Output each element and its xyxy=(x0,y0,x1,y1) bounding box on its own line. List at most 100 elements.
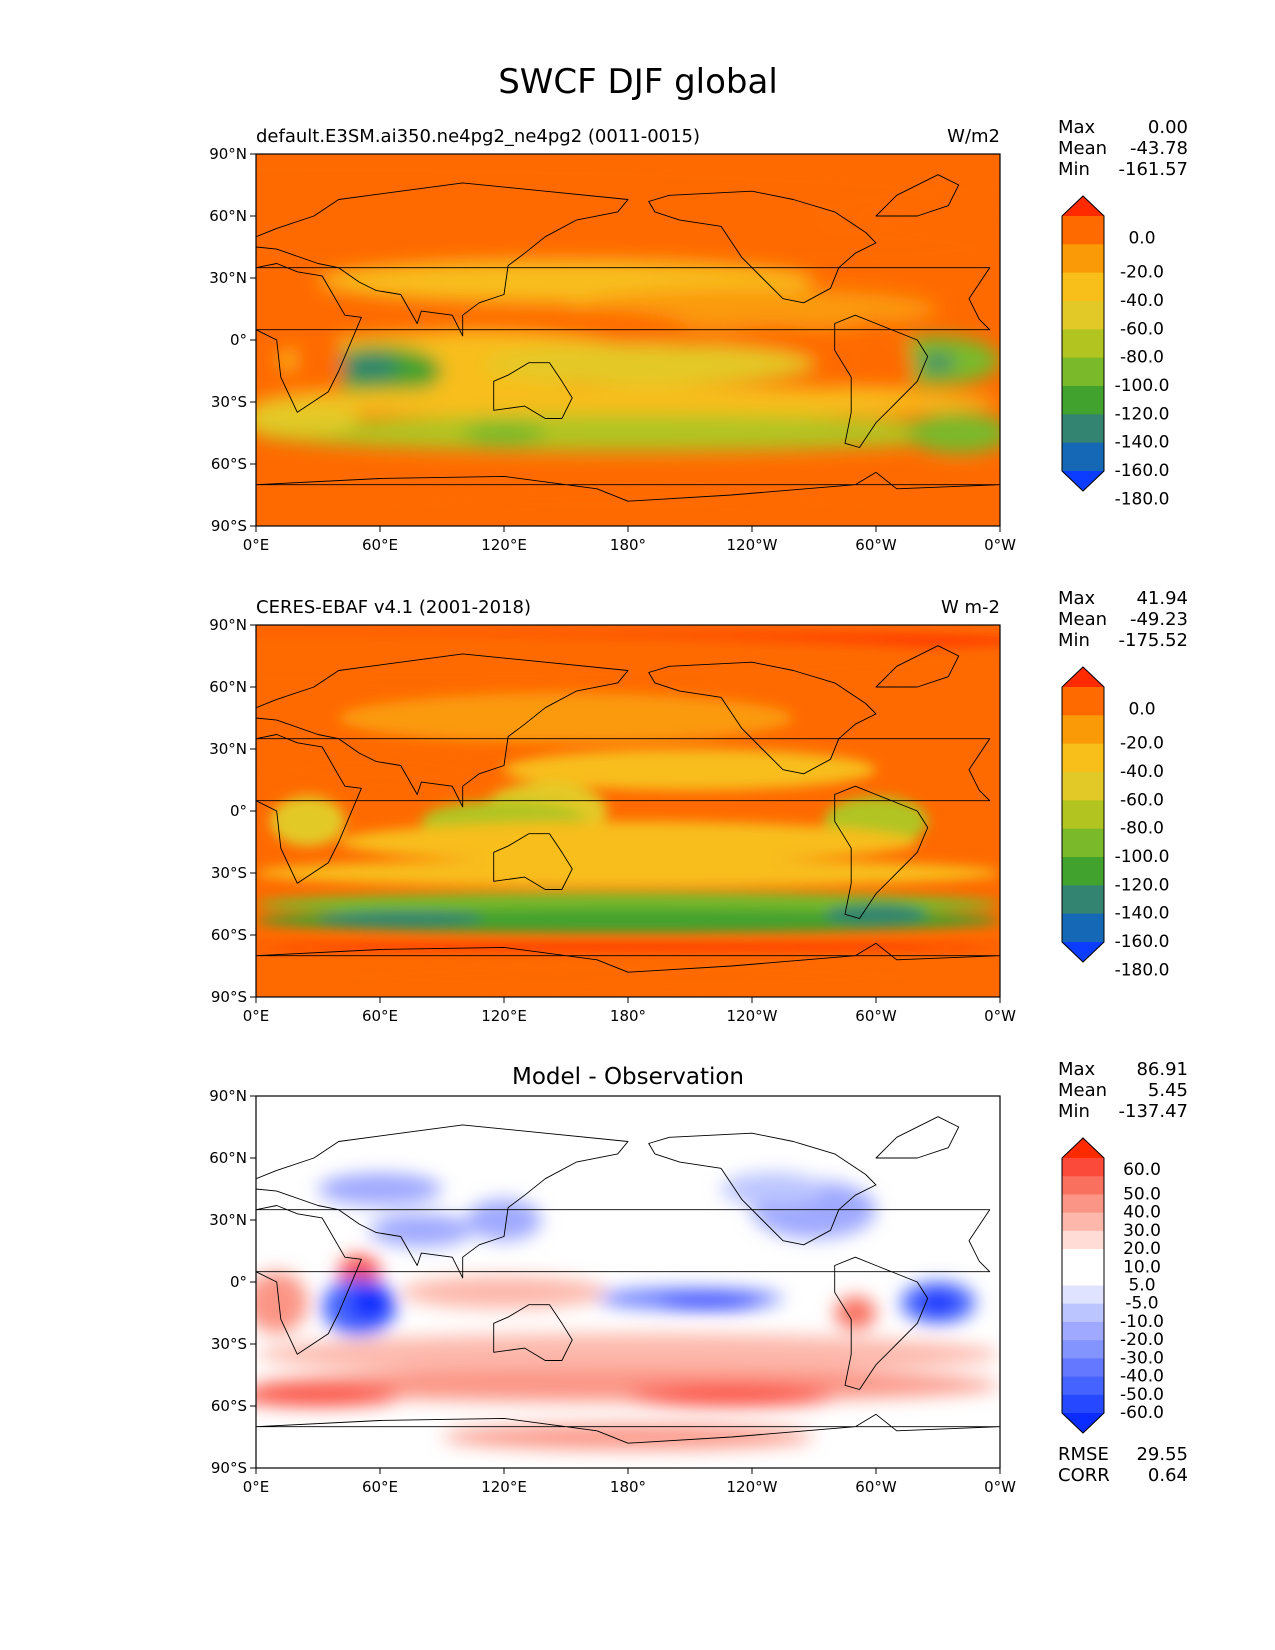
colorbar-segment xyxy=(1062,1303,1104,1323)
x-tick-label: 0°W xyxy=(984,536,1016,554)
colorbar-segment xyxy=(1062,414,1104,444)
contour-field xyxy=(256,1096,1000,1450)
min-value: -161.57 xyxy=(1118,159,1188,180)
colorbar-bottom-extend xyxy=(1062,942,1104,962)
contour-region xyxy=(907,412,1000,454)
min-value: -175.52 xyxy=(1118,630,1188,651)
y-tick-label: 0° xyxy=(230,1273,247,1291)
x-tick-label: 0°E xyxy=(243,1007,270,1025)
y-tick-label: 0° xyxy=(230,331,247,349)
colorbar-label: 0.0 xyxy=(1128,228,1155,248)
y-tick-label: 90°S xyxy=(211,1459,247,1477)
colorbar-label: -160.0 xyxy=(1115,461,1170,481)
y-tick-label: 30°S xyxy=(211,864,247,882)
rmse-label: RMSE xyxy=(1058,1444,1109,1465)
coastline xyxy=(256,263,991,413)
contour-region xyxy=(256,858,1000,888)
colorbar-label: -10.0 xyxy=(1120,1312,1164,1332)
panel-units: W m-2 xyxy=(941,597,1000,618)
colorbar-outline xyxy=(1061,666,1105,963)
colorbar-label: 0.0 xyxy=(1128,699,1155,719)
colorbar-segment xyxy=(1062,1194,1104,1214)
y-tick-label: 90°S xyxy=(211,517,247,535)
colorbar-outline xyxy=(1061,1137,1105,1434)
colorbar-segment xyxy=(1062,386,1104,415)
max-label: Max xyxy=(1058,117,1096,138)
colorbar-bottom-extend xyxy=(1062,1413,1104,1433)
colorbar-segment xyxy=(1062,885,1104,915)
contour-region xyxy=(270,796,345,847)
contour-region xyxy=(921,354,955,371)
contour-region xyxy=(256,943,1000,952)
colorbar-label: -40.0 xyxy=(1120,1367,1164,1387)
x-tick-label: 60°E xyxy=(362,1007,398,1025)
y-tick-label: 30°N xyxy=(209,1211,247,1229)
y-tick-label: 60°N xyxy=(209,678,247,696)
colorbar-label: -40.0 xyxy=(1120,762,1164,782)
colorbar-label: -100.0 xyxy=(1115,376,1170,396)
max-value: 41.94 xyxy=(1136,588,1188,609)
min-label: Min xyxy=(1058,630,1090,651)
contour-region xyxy=(338,693,794,743)
colorbar-label: 10.0 xyxy=(1123,1257,1161,1277)
contour-region xyxy=(256,154,1000,233)
coastline xyxy=(256,471,1000,502)
contour-region xyxy=(256,1271,308,1334)
colorbar-label: -180.0 xyxy=(1115,960,1170,980)
contour-region xyxy=(400,1275,608,1309)
rmse-value: 29.55 xyxy=(1136,1444,1188,1465)
coastline xyxy=(256,1124,629,1279)
min-label: Min xyxy=(1058,1101,1090,1122)
coastline xyxy=(875,645,960,688)
coastline xyxy=(493,1304,573,1361)
coastlines xyxy=(256,1116,1000,1444)
colorbar-segment xyxy=(1062,857,1104,886)
y-tick-label: 60°S xyxy=(211,926,247,944)
max-value: 0.00 xyxy=(1147,117,1188,138)
coastline xyxy=(875,1116,960,1159)
x-tick-label: 0°E xyxy=(243,1478,270,1496)
coastline xyxy=(256,653,629,808)
colorbar-segment xyxy=(1062,1376,1104,1396)
colorbar-segment xyxy=(1062,1394,1104,1414)
colorbar-segment xyxy=(1062,1230,1104,1250)
colorbar-segment xyxy=(1062,244,1104,274)
x-tick-label: 60°W xyxy=(855,1478,897,1496)
panel-2-stats: Max 41.94 Mean -49.23 Min -175.52 xyxy=(1058,588,1188,651)
colorbar-label: -180.0 xyxy=(1115,489,1170,509)
min-value: -137.47 xyxy=(1118,1101,1188,1122)
contour-region xyxy=(462,420,546,446)
contour-region xyxy=(256,466,1000,483)
contour-region xyxy=(256,749,504,791)
x-tick-label: 120°E xyxy=(481,1007,527,1025)
contour-region xyxy=(256,1385,401,1406)
colorbar-label: 5.0 xyxy=(1128,1276,1155,1296)
contour-region xyxy=(834,1296,876,1330)
contour-region xyxy=(318,1172,442,1206)
colorbar-segment xyxy=(1062,828,1104,858)
contour-region xyxy=(256,484,1000,526)
colorbar-label: -30.0 xyxy=(1120,1348,1164,1368)
colorbar-segment xyxy=(1062,772,1104,801)
colorbar-label: -20.0 xyxy=(1120,1330,1164,1350)
coastline xyxy=(834,314,929,448)
y-tick-label: 60°S xyxy=(211,1397,247,1415)
panel-units: W/m2 xyxy=(947,126,1000,147)
colorbar-bottom-extend xyxy=(1062,471,1104,491)
mean-label: Mean xyxy=(1058,138,1108,159)
coastline xyxy=(648,1132,877,1246)
coastline xyxy=(256,734,991,884)
colorbar-segment xyxy=(1062,1358,1104,1378)
colorbar-segment xyxy=(1062,1249,1104,1268)
x-tick-label: 60°E xyxy=(362,1478,398,1496)
contour-field xyxy=(256,154,1000,526)
panel-left-title: default.E3SM.ai350.ne4pg2_ne4pg2 (0011-0… xyxy=(256,126,700,147)
colorbar-segment xyxy=(1062,357,1104,387)
contour-region xyxy=(256,1333,1000,1376)
coastline xyxy=(256,1205,991,1355)
colorbar-segment xyxy=(1062,442,1104,472)
colorbar-segment xyxy=(1062,1267,1104,1286)
colorbar-label: -20.0 xyxy=(1120,734,1164,754)
colorbar-label: -80.0 xyxy=(1120,348,1164,368)
x-tick-label: 120°W xyxy=(727,536,778,554)
